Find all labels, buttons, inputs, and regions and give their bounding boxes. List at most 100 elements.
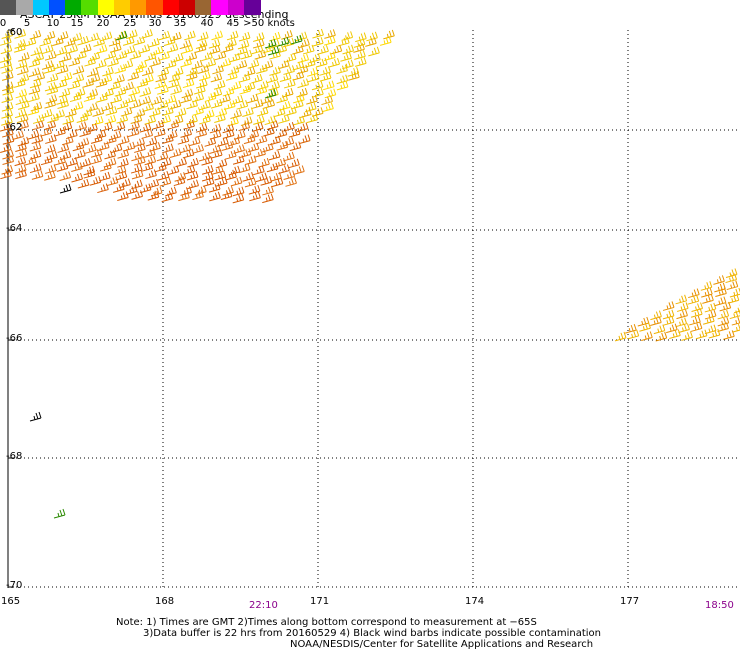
wind-barb	[58, 87, 71, 98]
wind-barb	[277, 36, 290, 47]
legend-swatch	[130, 0, 147, 15]
wind-barb	[239, 148, 252, 158]
wind-barb	[92, 107, 105, 117]
wind-barb	[242, 172, 255, 182]
wind-barb	[708, 328, 721, 339]
wind-barb	[269, 31, 281, 42]
wind-barb	[163, 36, 176, 46]
wind-barb	[330, 44, 343, 55]
wind-barb	[242, 107, 254, 117]
wind-barb	[149, 57, 161, 68]
wind-barb	[127, 127, 140, 138]
wind-barb	[152, 119, 165, 130]
wind-barb	[60, 72, 73, 82]
wind-barb	[28, 92, 40, 103]
wind-barb	[256, 106, 269, 117]
wind-barb	[115, 50, 128, 61]
wind-barb	[204, 58, 217, 68]
wind-barb	[155, 162, 167, 173]
wind-barb	[235, 59, 248, 70]
wind-barb	[79, 158, 91, 168]
wind-barb	[283, 122, 295, 132]
wind-barb	[704, 302, 717, 313]
wind-barb	[134, 143, 146, 153]
wind-barb	[209, 129, 222, 140]
wind-barb	[1, 29, 14, 39]
wind-barb	[166, 43, 179, 54]
wind-barb	[365, 37, 377, 47]
wind-barb	[285, 177, 297, 187]
wind-barb	[131, 169, 144, 180]
wind-barb	[220, 190, 233, 200]
wind-barb	[321, 95, 333, 106]
wind-barb	[141, 162, 154, 172]
wind-barb	[292, 45, 304, 55]
wind-barb	[29, 411, 42, 422]
wind-barb	[100, 121, 113, 132]
wind-barb	[41, 44, 54, 55]
wind-barb	[273, 107, 286, 118]
wind-barb	[131, 179, 143, 190]
legend-tick-label: 0	[0, 18, 7, 29]
wind-barb	[208, 38, 221, 49]
wind-barb	[221, 141, 234, 151]
wind-barb	[0, 36, 12, 46]
wind-barb	[131, 64, 144, 75]
wind-barb	[704, 324, 717, 335]
wind-barb	[296, 87, 308, 98]
wind-barb	[230, 176, 243, 187]
wind-barb	[156, 100, 169, 110]
legend-swatch	[16, 0, 33, 15]
legend-swatch	[97, 0, 115, 15]
wind-barb	[315, 57, 328, 68]
wind-barb	[353, 38, 366, 48]
wind-barb	[126, 29, 138, 40]
wind-barb	[147, 191, 160, 201]
wind-barb	[208, 44, 221, 55]
wind-barb	[341, 31, 354, 41]
wind-barb	[108, 36, 121, 47]
wind-barb	[72, 65, 85, 75]
wind-barb	[162, 134, 174, 144]
wind-barb	[201, 165, 214, 175]
wind-barb	[719, 301, 732, 312]
wind-barb	[79, 43, 92, 54]
wind-barb	[306, 67, 319, 77]
wind-barb	[141, 129, 154, 139]
wind-barb	[255, 134, 268, 145]
wind-barb	[101, 101, 114, 112]
wind-barb	[269, 49, 281, 60]
wind-barb	[45, 134, 57, 144]
wind-barb	[199, 100, 211, 111]
wind-barb	[209, 191, 221, 202]
wind-barb	[210, 98, 223, 109]
wind-barb	[27, 129, 40, 140]
wind-barb	[248, 184, 261, 195]
wind-barb	[86, 102, 99, 113]
wind-barb	[239, 84, 251, 95]
wind-barb	[55, 46, 68, 56]
legend-swatch	[81, 0, 98, 15]
wind-barb	[13, 78, 26, 88]
wind-barb	[29, 78, 42, 89]
wind-barb	[72, 141, 85, 152]
wind-barb	[306, 113, 319, 124]
wind-barb	[59, 150, 72, 161]
wind-barb	[182, 78, 195, 89]
wind-barb	[639, 322, 651, 332]
wind-barb	[262, 193, 274, 204]
wind-barb	[93, 37, 105, 47]
wind-barb	[133, 137, 145, 148]
wind-barb	[90, 148, 103, 158]
wind-barb	[131, 190, 144, 200]
wind-barb	[714, 282, 726, 293]
wind-barb	[1, 93, 14, 103]
wind-barb	[266, 162, 279, 173]
wind-barb	[342, 44, 355, 55]
wind-barb	[2, 127, 14, 138]
wind-barb	[154, 79, 167, 90]
wind-barb	[149, 107, 161, 117]
wind-barb	[251, 44, 264, 55]
wind-barb	[179, 143, 192, 154]
wind-barb	[114, 86, 127, 97]
